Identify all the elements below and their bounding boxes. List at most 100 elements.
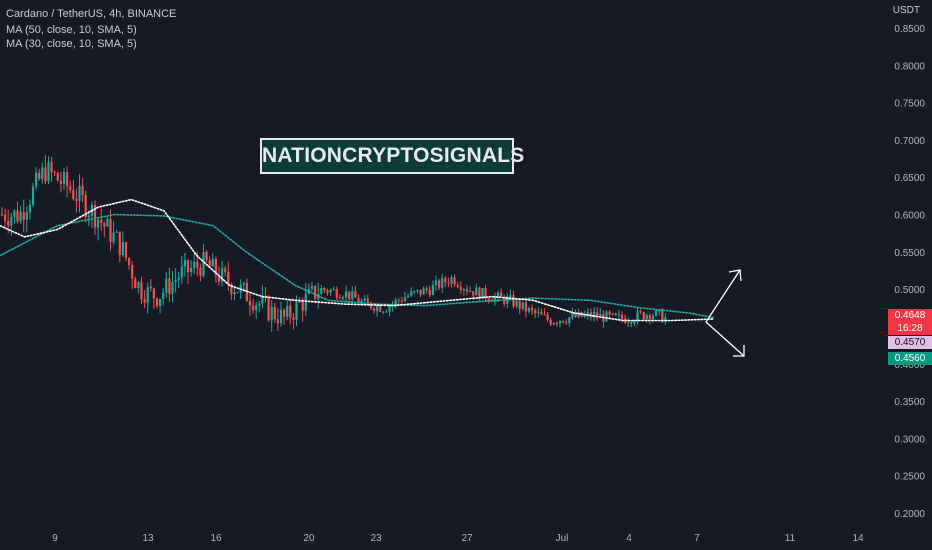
candle-body	[456, 284, 459, 287]
candle-body	[543, 314, 546, 316]
candle-body	[168, 278, 171, 295]
candle-body	[131, 265, 134, 279]
candle-body	[155, 298, 159, 307]
price-tick-label: 0.8000	[894, 61, 925, 72]
candle-body	[35, 172, 38, 187]
candle-body	[537, 312, 540, 314]
candle-body	[500, 292, 503, 297]
candle-body	[512, 294, 515, 307]
candle-body	[97, 219, 100, 228]
candle-body	[419, 289, 422, 295]
candle-body	[487, 298, 490, 301]
ma-green-value-badge: 0.4560	[888, 352, 932, 365]
candle-body	[273, 307, 276, 320]
candle-body	[314, 285, 317, 299]
price-tick-label: 0.2000	[894, 509, 925, 520]
price-unit-label: USDT	[892, 5, 920, 16]
candle-body	[214, 258, 217, 276]
candle-body	[137, 282, 140, 289]
candle-body	[134, 278, 137, 289]
candle-body	[403, 297, 407, 302]
candle-body	[106, 218, 109, 227]
candle-body	[230, 284, 233, 295]
candle-body	[7, 221, 10, 226]
ma-50-line	[0, 213, 715, 319]
candle-body	[428, 290, 431, 295]
candle-body	[484, 288, 487, 299]
candle-body	[614, 313, 617, 316]
time-axis[interactable]: 9 13 16 20 23 27 Jul 4 7 11 14	[52, 533, 864, 544]
candle-body	[162, 292, 165, 300]
candle-body	[565, 322, 568, 324]
candle-body	[81, 186, 84, 196]
time-tick-label: 7	[694, 533, 700, 544]
candle-body	[425, 288, 428, 291]
indicator-ma50-label[interactable]: MA (50, close, 10, SMA, 5)	[6, 24, 137, 36]
candle-body	[84, 195, 87, 218]
price-axis[interactable]: 0.8500 0.8000 0.7500 0.7000 0.6500 0.6000 0.55…	[894, 24, 925, 520]
price-tick-label: 0.6500	[894, 173, 925, 184]
candle-body	[25, 212, 28, 220]
candle-body	[0, 214, 4, 216]
candle-body	[407, 295, 410, 298]
candle-body	[357, 297, 360, 303]
time-tick-label: 4	[626, 533, 632, 544]
candle-body	[416, 289, 419, 292]
candle-body	[252, 305, 255, 311]
candle-body	[574, 313, 577, 317]
candle-body	[655, 310, 658, 316]
candle-body	[658, 310, 661, 312]
candle-body	[221, 268, 224, 282]
candle-body	[596, 312, 599, 317]
candle-body	[397, 299, 400, 301]
candle-body	[341, 297, 345, 299]
arrow-up-line	[705, 269, 741, 323]
candle-body	[599, 313, 602, 317]
candle-body	[248, 301, 252, 306]
last-price-badge: 0.4648	[888, 309, 932, 322]
candle-body	[199, 267, 202, 276]
candle-body	[236, 292, 239, 294]
candle-body	[521, 302, 524, 309]
candle-body	[605, 311, 608, 322]
candle-body	[103, 223, 106, 227]
candle-body	[524, 302, 527, 312]
watermark-logo: NATIONCRYPTOSIGNALS	[260, 138, 524, 174]
candle-body	[165, 278, 168, 293]
candle-body	[438, 280, 441, 288]
candle-body	[183, 260, 186, 267]
candle-body	[233, 292, 236, 295]
candle-body	[112, 232, 115, 243]
candle-body	[335, 289, 338, 298]
time-tick-label: 9	[52, 533, 58, 544]
candle-body	[87, 215, 90, 218]
candle-body	[546, 314, 549, 320]
time-tick-label: 20	[303, 533, 315, 544]
candle-body	[372, 308, 376, 312]
candle-body	[593, 312, 596, 318]
candle-body	[645, 315, 648, 320]
candle-body	[224, 268, 227, 273]
time-tick-label: 16	[210, 533, 222, 544]
candle-body	[515, 300, 518, 307]
candle-body	[661, 310, 664, 323]
candle-body	[53, 171, 56, 173]
candle-body	[462, 289, 465, 291]
candle-body	[630, 322, 633, 324]
candle-body	[360, 300, 363, 303]
candle-body	[422, 288, 425, 295]
candle-body	[283, 310, 286, 317]
candle-body	[642, 312, 645, 320]
candle-body	[326, 290, 329, 293]
candle-body	[472, 291, 475, 296]
candle-body	[388, 306, 391, 312]
candle-body	[465, 289, 469, 292]
candle-body	[320, 287, 323, 295]
candle-body	[255, 304, 258, 311]
candle-body	[620, 314, 624, 319]
candle-body	[41, 167, 44, 179]
candle-body	[118, 231, 121, 256]
candle-body	[217, 275, 221, 282]
indicator-ma30-label[interactable]: MA (30, close, 10, SMA, 5)	[6, 38, 137, 50]
